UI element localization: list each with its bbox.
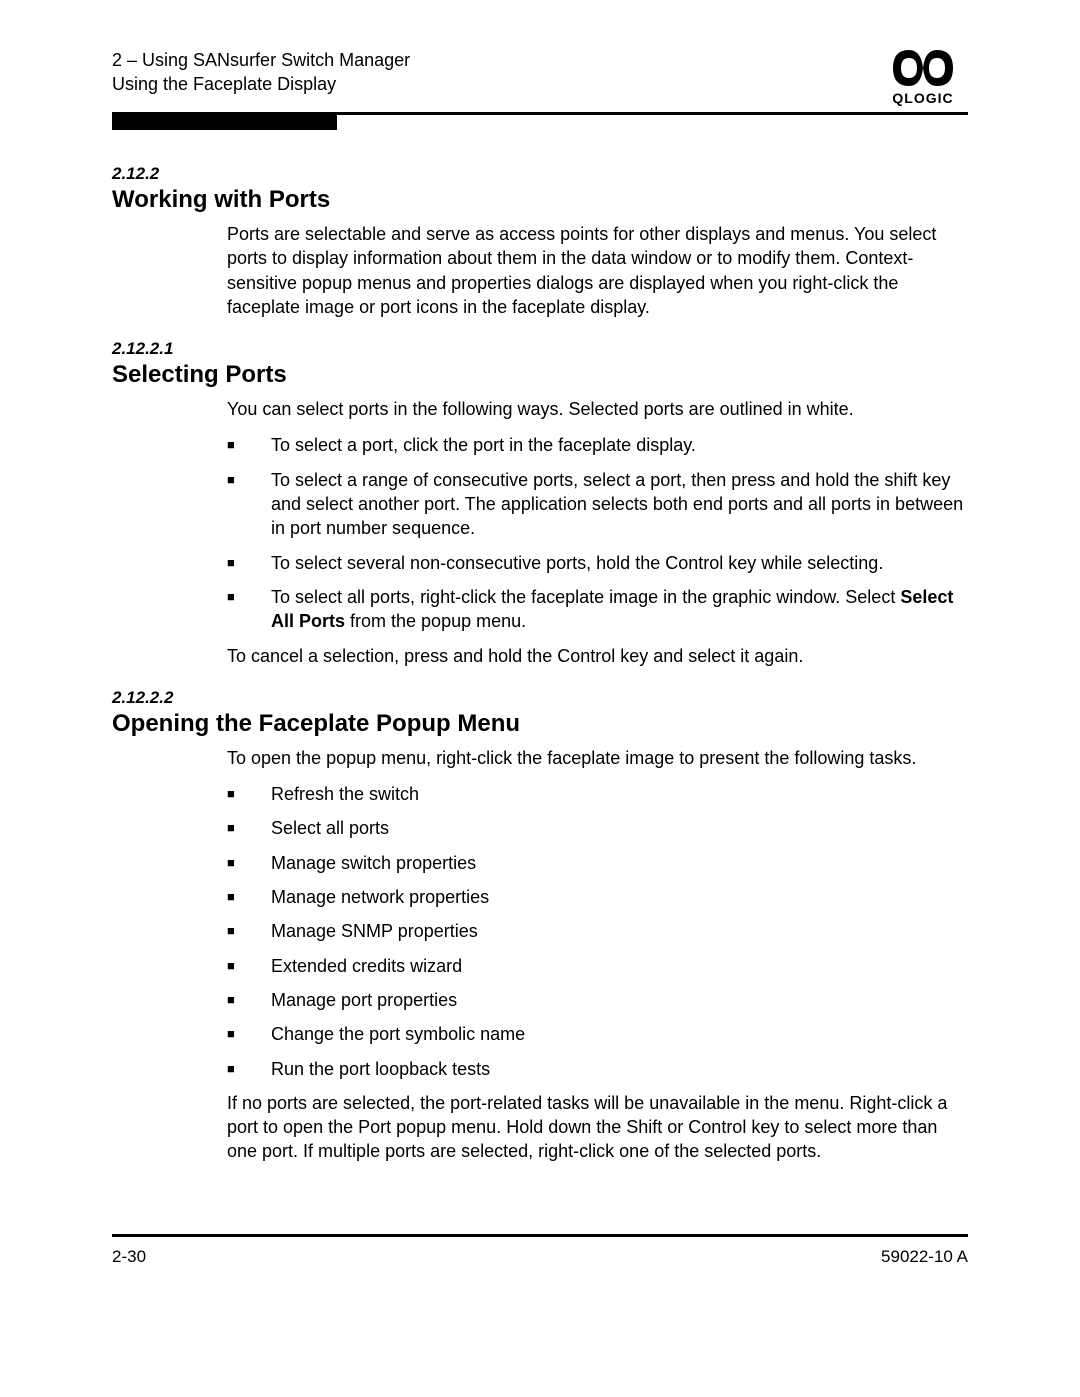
bullet-text: Extended credits wizard — [271, 954, 968, 978]
qlogic-logo: QLOGIC — [878, 48, 968, 106]
list-item: ■ To select a port, click the port in th… — [227, 433, 968, 457]
bullet-marker-icon: ■ — [227, 585, 271, 634]
header-black-bar — [112, 112, 337, 130]
bullet-marker-icon: ■ — [227, 1057, 271, 1081]
page-footer: 2-30 59022-10 A — [112, 1247, 968, 1267]
bullet-text: Select all ports — [271, 816, 968, 840]
section-intro: You can select ports in the following wa… — [227, 397, 968, 421]
section-number: 2.12.2.2 — [112, 688, 968, 708]
footer-rule — [112, 1234, 968, 1237]
section-intro: To open the popup menu, right-click the … — [227, 746, 968, 770]
list-item: ■ To select several non-consecutive port… — [227, 551, 968, 575]
header-text: 2 – Using SANsurfer Switch Manager Using… — [112, 48, 410, 97]
list-item: ■ Refresh the switch — [227, 782, 968, 806]
bullet-text-post: from the popup menu. — [345, 611, 526, 631]
bullet-text: Manage SNMP properties — [271, 919, 968, 943]
bullet-marker-icon: ■ — [227, 954, 271, 978]
list-item: ■ Run the port loopback tests — [227, 1057, 968, 1081]
bullet-marker-icon: ■ — [227, 816, 271, 840]
bullet-marker-icon: ■ — [227, 988, 271, 1012]
section-number: 2.12.2.1 — [112, 339, 968, 359]
section-outro: To cancel a selection, press and hold th… — [227, 644, 968, 668]
list-item: ■ Manage SNMP properties — [227, 919, 968, 943]
section-title: Working with Ports — [112, 186, 968, 214]
section-number: 2.12.2 — [112, 164, 968, 184]
bullet-text: To select several non-consecutive ports,… — [271, 551, 968, 575]
bullet-text: Run the port loopback tests — [271, 1057, 968, 1081]
list-item: ■ Manage switch properties — [227, 851, 968, 875]
list-item: ■ Change the port symbolic name — [227, 1022, 968, 1046]
bullet-text: Manage network properties — [271, 885, 968, 909]
bullet-marker-icon: ■ — [227, 468, 271, 541]
bullet-marker-icon: ■ — [227, 919, 271, 943]
bullet-text-pre: To select all ports, right-click the fac… — [271, 587, 900, 607]
section-title: Selecting Ports — [112, 361, 968, 389]
bullet-text: To select a range of consecutive ports, … — [271, 468, 968, 541]
footer-page-number: 2-30 — [112, 1247, 146, 1267]
bullet-list: ■ Refresh the switch ■ Select all ports … — [227, 782, 968, 1081]
bullet-text: Refresh the switch — [271, 782, 968, 806]
bullet-marker-icon: ■ — [227, 782, 271, 806]
bullet-text: To select a port, click the port in the … — [271, 433, 968, 457]
bullet-text: Manage switch properties — [271, 851, 968, 875]
bullet-text: Manage port properties — [271, 988, 968, 1012]
bullet-list: ■ To select a port, click the port in th… — [227, 433, 968, 633]
header-line-1: 2 – Using SANsurfer Switch Manager — [112, 48, 410, 72]
page-header: 2 – Using SANsurfer Switch Manager Using… — [112, 48, 968, 106]
header-line-2: Using the Faceplate Display — [112, 72, 410, 96]
footer-doc-id: 59022-10 A — [881, 1247, 968, 1267]
bullet-text: Change the port symbolic name — [271, 1022, 968, 1046]
section-outro: If no ports are selected, the port-relat… — [227, 1091, 968, 1164]
header-rule — [112, 112, 968, 130]
logo-text: QLOGIC — [878, 90, 968, 106]
bullet-marker-icon: ■ — [227, 1022, 271, 1046]
list-item: ■ Manage port properties — [227, 988, 968, 1012]
bullet-marker-icon: ■ — [227, 885, 271, 909]
document-page: 2 – Using SANsurfer Switch Manager Using… — [0, 0, 1080, 1315]
bullet-marker-icon: ■ — [227, 851, 271, 875]
list-item: ■ To select a range of consecutive ports… — [227, 468, 968, 541]
list-item: ■ Extended credits wizard — [227, 954, 968, 978]
bullet-marker-icon: ■ — [227, 551, 271, 575]
list-item: ■ Manage network properties — [227, 885, 968, 909]
section-title: Opening the Faceplate Popup Menu — [112, 710, 968, 738]
bullet-marker-icon: ■ — [227, 433, 271, 457]
list-item: ■ To select all ports, right-click the f… — [227, 585, 968, 634]
list-item: ■ Select all ports — [227, 816, 968, 840]
section-paragraph: Ports are selectable and serve as access… — [227, 222, 968, 319]
bullet-text: To select all ports, right-click the fac… — [271, 585, 968, 634]
header-thin-rule — [337, 112, 968, 115]
qlogic-logo-icon — [889, 48, 957, 88]
